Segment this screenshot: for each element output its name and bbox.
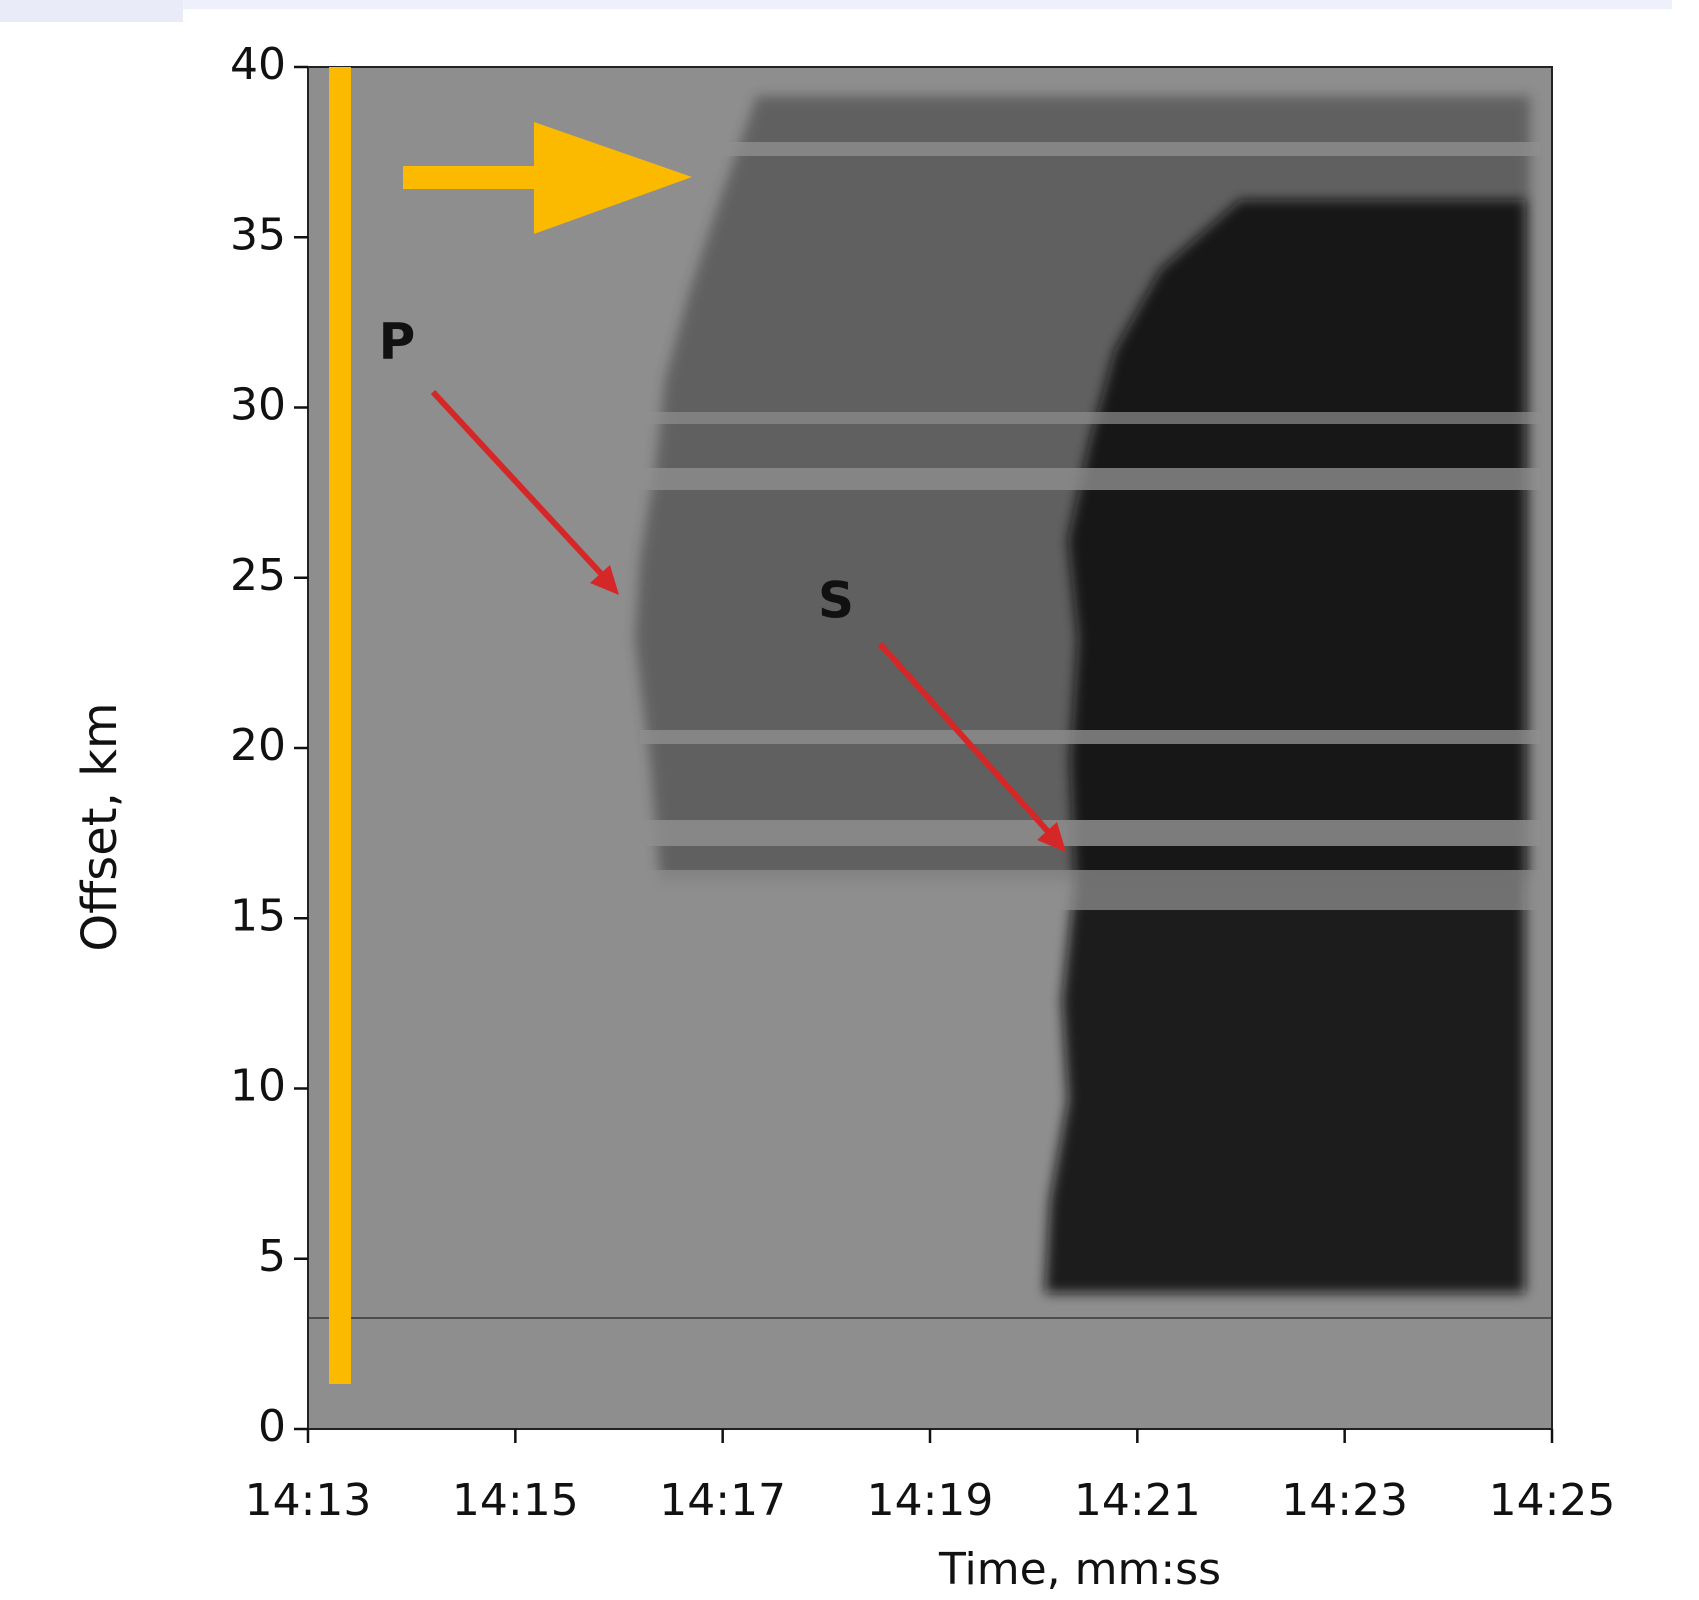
x-tick-label: 14:25: [1489, 1475, 1616, 1526]
x-tick-label: 14:13: [245, 1475, 372, 1526]
y-tick-label: 20: [230, 720, 286, 771]
x-tick-label: 14:15: [452, 1475, 579, 1526]
y-tick-label: 40: [230, 39, 286, 90]
annotation: P: [379, 313, 416, 371]
s-arrow: [877, 641, 1055, 839]
x-tick-label: 14:23: [1281, 1475, 1408, 1526]
y-tick-label: 30: [230, 380, 286, 431]
p-arrow-head: [590, 565, 619, 595]
waterfall-image: [308, 67, 1552, 1429]
y-tick-label: 35: [230, 209, 286, 260]
s-wave-region: [1045, 200, 1525, 1293]
y-tick-label: 25: [230, 550, 286, 601]
x-tick-label: 14:19: [867, 1475, 994, 1526]
orange-line: [329, 67, 351, 1384]
y-tick-label: 0: [258, 1401, 286, 1452]
s-arrow-head: [1037, 822, 1066, 852]
p-arrow: [430, 389, 609, 582]
top-strip: [183, 0, 1672, 9]
y-tick-label: 5: [258, 1231, 286, 1282]
y-tick-label: 10: [230, 1061, 286, 1112]
light-bands: [640, 142, 1540, 1380]
top-left-strip: [0, 0, 183, 22]
x-axis-title: Time, mm:ss: [938, 1544, 1221, 1595]
annotation: S: [818, 572, 854, 630]
y-axis-title: Offset, km: [72, 702, 128, 951]
x-tick-label: 14:17: [659, 1475, 786, 1526]
x-tick-label: 14:21: [1074, 1475, 1201, 1526]
orange-arrow-shaft: [403, 166, 538, 189]
orange-arrow-head: [534, 122, 692, 234]
y-tick-label: 15: [230, 890, 286, 941]
